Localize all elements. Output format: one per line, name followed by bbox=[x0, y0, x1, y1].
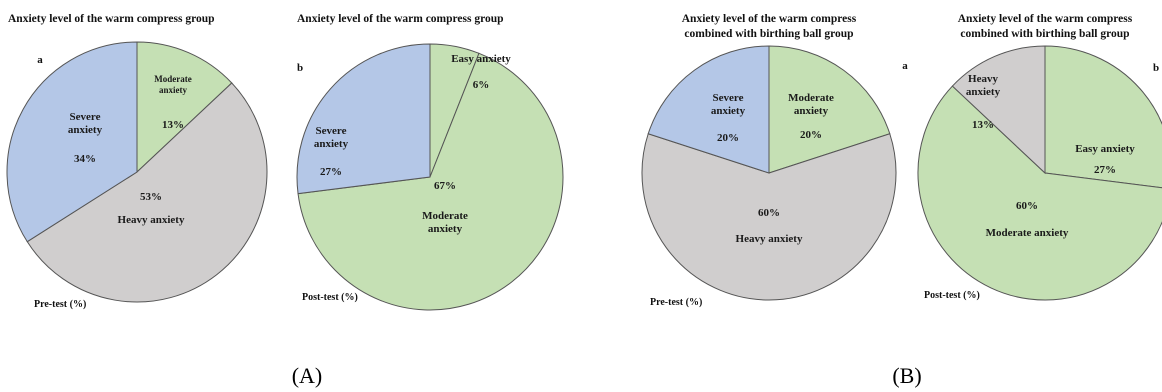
pie-2-slice-moderate-anxiety bbox=[297, 52, 564, 311]
pie-3-label-severe-anxiety: Severe bbox=[713, 92, 744, 104]
pie-4-pct-moderate-anxiety: 60% bbox=[1016, 200, 1038, 212]
pie-2-pct-easy-anxiety: 6% bbox=[473, 79, 490, 91]
pie-2-subpanel-letter: b bbox=[297, 62, 303, 74]
pie-1-pct-heavy-anxiety: 53% bbox=[140, 191, 162, 203]
pie-2-pct-moderate-anxiety: 67% bbox=[434, 180, 456, 192]
pie-1-caption: Pre-test (%) bbox=[34, 299, 86, 310]
pie-3-caption: Pre-test (%) bbox=[650, 297, 702, 308]
pie-3-subpanel-letter: a bbox=[902, 60, 908, 72]
pie-1-label-severe-anxiety: anxiety bbox=[68, 124, 103, 136]
pie-1-pct-moderate-anxiety: 13% bbox=[162, 119, 184, 131]
pie-1-label-moderate-anxiety: anxiety bbox=[159, 85, 187, 95]
pie-3-title: combined with birthing ball group bbox=[684, 28, 853, 40]
pie-3-label-severe-anxiety: anxiety bbox=[711, 105, 746, 117]
pie-1-slice-moderate-anxiety bbox=[136, 41, 233, 174]
pie-3-label-heavy-anxiety: Heavy anxiety bbox=[736, 233, 803, 245]
pie-4-label-easy-anxiety: Easy anxiety bbox=[1075, 143, 1135, 155]
pie-2-label-severe-anxiety: Severe bbox=[316, 125, 347, 137]
pie-1-slice-severe-anxiety bbox=[6, 41, 138, 243]
pie-4-pct-easy-anxiety: 27% bbox=[1094, 164, 1116, 176]
pie-4-label-heavy-anxiety: Heavy bbox=[968, 73, 998, 85]
pie-4-pct-heavy-anxiety: 13% bbox=[972, 119, 994, 131]
pie-1-pct-severe-anxiety: 34% bbox=[74, 153, 96, 165]
pie-2-slice-severe-anxiety bbox=[296, 43, 431, 195]
pie-2-label-easy-anxiety: Easy anxiety bbox=[451, 53, 511, 65]
pie-2-pct-severe-anxiety: 27% bbox=[320, 166, 342, 178]
pie-3-slice-severe-anxiety bbox=[647, 45, 770, 174]
pie-3-pct-severe-anxiety: 20% bbox=[717, 132, 739, 144]
pie-4-slice-moderate-anxiety bbox=[917, 85, 1162, 301]
panel-label-b: (B) bbox=[892, 363, 921, 388]
pie-4-title: combined with birthing ball group bbox=[960, 28, 1129, 40]
pie-2-label-moderate-anxiety: anxiety bbox=[428, 223, 463, 235]
pie-3-slice-moderate-anxiety bbox=[768, 45, 891, 174]
pie-2-caption: Post-test (%) bbox=[302, 292, 358, 303]
pie-1-subpanel-letter: a bbox=[37, 54, 43, 66]
pie-3-slice-heavy-anxiety bbox=[641, 133, 897, 301]
pie-4-caption: Post-test (%) bbox=[924, 290, 980, 301]
pie-4-label-moderate-anxiety: Moderate anxiety bbox=[986, 227, 1069, 239]
pie-4-title: Anxiety level of the warm compress bbox=[958, 13, 1133, 25]
pie-4-label-heavy-anxiety: anxiety bbox=[966, 86, 1001, 98]
pie-4-subpanel-letter: b bbox=[1153, 62, 1159, 74]
pie-4-slice-easy-anxiety bbox=[1044, 45, 1162, 189]
pie-2-title: Anxiety level of the warm compress group bbox=[297, 13, 504, 25]
pie-1-title: Anxiety level of the warm compress group bbox=[8, 13, 215, 25]
panel-label-a: (A) bbox=[292, 363, 323, 388]
pie-2-label-severe-anxiety: anxiety bbox=[314, 138, 349, 150]
pie-4-slice-heavy-anxiety bbox=[951, 45, 1046, 175]
pie-3-label-moderate-anxiety: anxiety bbox=[794, 105, 829, 117]
pie-1-label-severe-anxiety: Severe bbox=[70, 111, 101, 123]
pie-3-pct-heavy-anxiety: 60% bbox=[758, 207, 780, 219]
pie-1-label-heavy-anxiety: Heavy anxiety bbox=[118, 214, 185, 226]
pie-1-slice-heavy-anxiety bbox=[26, 82, 268, 303]
pie-3-label-moderate-anxiety: Moderate bbox=[788, 92, 834, 104]
pie-2-label-moderate-anxiety: Moderate bbox=[422, 210, 468, 222]
pie-3-pct-moderate-anxiety: 20% bbox=[800, 129, 822, 141]
pie-3-title: Anxiety level of the warm compress bbox=[682, 13, 857, 25]
pie-1-label-moderate-anxiety: Moderate bbox=[154, 74, 191, 84]
